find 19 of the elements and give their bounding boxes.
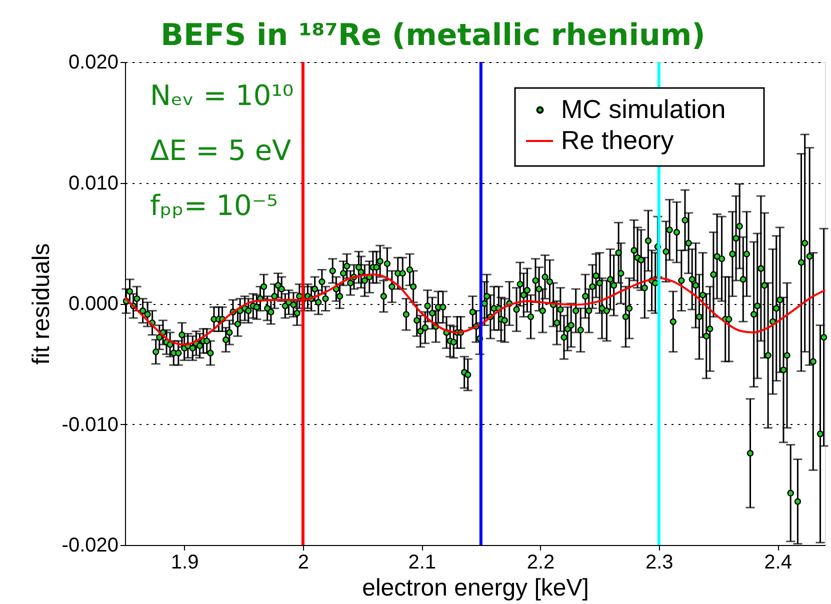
x-tick-label: 2: [298, 552, 310, 574]
legend-label: MC simulation: [561, 94, 726, 124]
x-tick-label: 2.3: [645, 552, 674, 574]
annotation: ΔE = 5 eV: [150, 134, 292, 167]
y-tick-label: 0.000: [68, 293, 118, 315]
legend-label: Re theory: [561, 125, 674, 155]
y-tick-label: -0.020: [62, 534, 118, 556]
chart-title: BEFS in ¹⁸⁷Re (metallic rhenium): [160, 18, 706, 53]
y-tick-label: -0.010: [62, 414, 118, 436]
x-tick-label: 2.2: [526, 552, 555, 574]
annotation: fₚₚ= 10⁻⁵: [150, 189, 278, 222]
x-axis-title: electron energy [keV]: [362, 574, 589, 602]
x-tick-label: 1.9: [170, 552, 199, 574]
y-tick-label: 0.020: [68, 52, 118, 74]
x-tick-label: 2.1: [408, 552, 436, 574]
y-axis-title: fit residuals: [28, 243, 55, 365]
x-tick-label: 2.4: [764, 552, 792, 574]
y-tick-label: 0.010: [68, 172, 118, 194]
annotation: Nₑᵥ = 10¹⁰: [150, 79, 294, 112]
